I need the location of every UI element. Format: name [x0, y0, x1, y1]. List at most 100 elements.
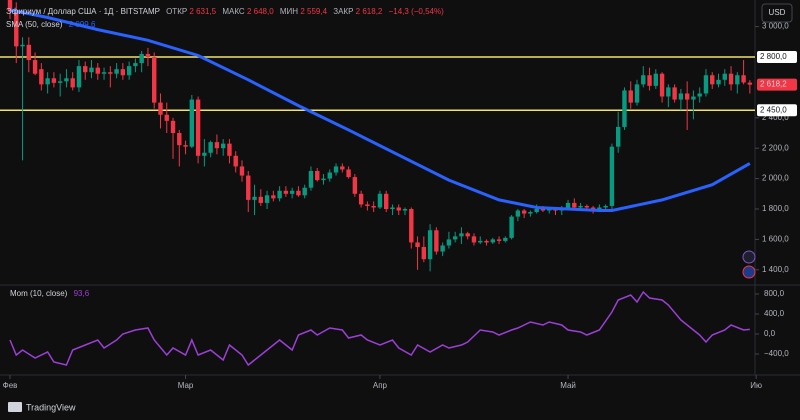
candle-body [402, 209, 408, 211]
change: −14,3 (−0,54%) [389, 7, 444, 16]
y-tick-label: 2 400,0 [762, 113, 789, 122]
candle-body [89, 67, 94, 73]
ohlc-value: 2 631,5 [189, 7, 216, 16]
candle-body [277, 190, 282, 199]
candle-body [7, 0, 13, 12]
sma-value: 2 099,6 [69, 20, 96, 29]
candle-body [478, 240, 483, 243]
candle-body [390, 207, 395, 209]
candle-body [684, 93, 690, 100]
candle-body [628, 90, 633, 103]
candle-body [208, 142, 213, 153]
y-tick-label: 2 000,0 [762, 174, 789, 183]
y2-tick-label: 0,0 [764, 329, 776, 338]
candle-body [239, 166, 245, 176]
y-tick-label: 1 800,0 [762, 204, 789, 213]
candle-body [308, 171, 314, 188]
candle-body [246, 175, 251, 200]
candle-body [722, 73, 727, 80]
candle-body [195, 99, 201, 156]
candle-body [202, 152, 207, 156]
candle-body [634, 84, 640, 103]
candle-body [377, 193, 383, 208]
candle-body [32, 60, 38, 74]
candle-body [114, 69, 119, 74]
candle-body [622, 90, 627, 127]
candle-body [177, 133, 182, 146]
candle-body [597, 207, 602, 209]
candle-body [252, 196, 257, 200]
candle-body [95, 67, 100, 74]
candle-body [415, 242, 420, 247]
candle-body [471, 236, 477, 243]
candle-body [678, 93, 684, 100]
last-price-box [757, 78, 797, 91]
candle-body [547, 209, 552, 211]
candle-body [83, 66, 88, 73]
candle-body [39, 69, 44, 85]
candle-body [503, 237, 508, 241]
y-tick-label: 2 200,0 [762, 143, 789, 152]
ohlc-name: МИН [280, 7, 298, 16]
plot-area [0, 0, 755, 367]
candle-body [703, 75, 709, 94]
last-price-label: 2 618,2 [760, 80, 787, 89]
candle-body [521, 210, 527, 214]
candle-body [189, 99, 195, 147]
candle-body [302, 187, 307, 196]
candle-body [315, 171, 320, 181]
candle-body [133, 63, 138, 67]
candle-body [741, 75, 746, 83]
candle-body [214, 142, 220, 149]
candle-body [271, 195, 276, 199]
ohlc-value: 2 559,4 [300, 7, 327, 16]
candle-body [421, 247, 427, 260]
candle-body [283, 190, 289, 194]
candle-body [321, 178, 326, 181]
candle-body [728, 73, 734, 85]
candle-body [710, 75, 715, 85]
level-label: 2 800,0 [760, 52, 787, 61]
candle-body [465, 233, 470, 237]
candle-body [227, 143, 232, 156]
candle-body [26, 44, 32, 61]
candle-body [139, 53, 144, 64]
candle-body [427, 230, 433, 260]
symbol: Эфириум / Доллар США · 1Д · BITSTAMP [6, 7, 160, 16]
mom-name: Mom (10, close) [10, 289, 68, 298]
candle-body [515, 210, 521, 217]
candle-body [352, 177, 358, 194]
candle-body [126, 66, 132, 76]
alert-icon[interactable] [742, 250, 756, 264]
brand-logo [8, 402, 22, 412]
candle-body [183, 145, 188, 147]
currency[interactable]: USD [769, 8, 786, 17]
candle-body [264, 195, 270, 203]
candle-body [371, 205, 376, 208]
currency-button[interactable] [761, 3, 793, 23]
candle-body [170, 120, 176, 133]
candle-body [51, 78, 57, 83]
candle-body [590, 207, 596, 209]
candle-body [641, 75, 646, 85]
candle-body [615, 126, 621, 147]
candle-body [358, 193, 364, 205]
ohlc-name: МАКС [222, 7, 245, 16]
candle-body [289, 190, 295, 194]
candle-body [647, 75, 652, 86]
y-tick-label: 1 400,0 [762, 265, 789, 274]
overlay: Эфириум / Доллар США · 1Д · BITSTAMP ОТК… [3, 3, 797, 412]
y-tick-label: 1 600,0 [762, 235, 789, 244]
candle-body [653, 73, 659, 86]
candle-body [565, 202, 571, 209]
candle-body [440, 245, 445, 252]
candle-body [365, 204, 370, 206]
candle-body [584, 205, 590, 208]
candle-body [446, 239, 452, 246]
ohlc-value: 2 648,0 [247, 7, 274, 16]
candle-body [340, 166, 345, 170]
candle-body [534, 209, 539, 213]
event-icon[interactable] [742, 265, 756, 279]
ohlc-name: ЗАКР [333, 7, 353, 16]
